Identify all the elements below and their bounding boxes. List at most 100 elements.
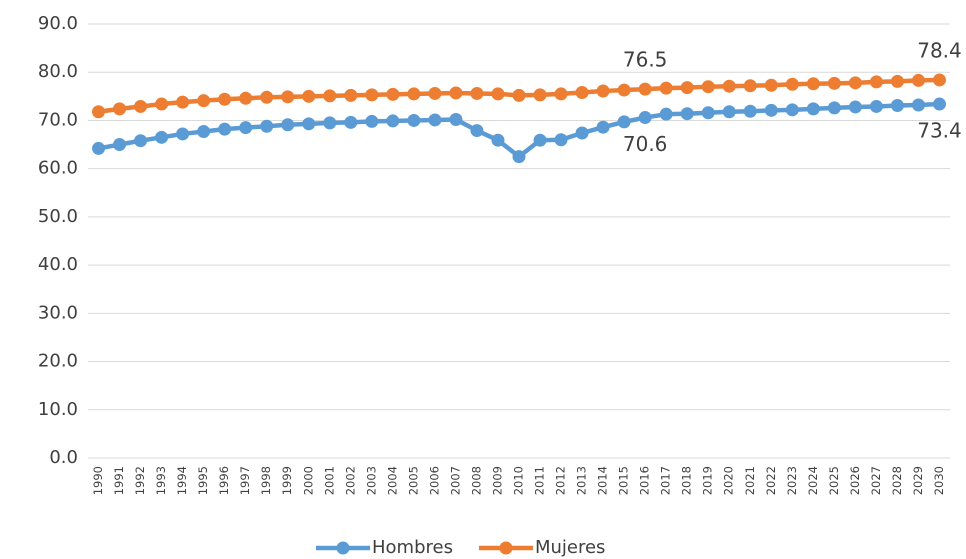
data-point	[701, 106, 715, 120]
data-point	[869, 99, 883, 113]
x-tick-label: 2016	[638, 466, 652, 495]
data-point	[428, 86, 442, 100]
data-point	[407, 87, 421, 101]
y-tick-label: 70.0	[38, 109, 78, 130]
data-point	[155, 97, 169, 111]
data-point	[890, 98, 904, 112]
data-point	[302, 89, 316, 103]
data-point	[848, 100, 862, 114]
data-point	[92, 105, 106, 119]
data-point	[932, 97, 946, 111]
x-tick-label: 2003	[364, 466, 378, 495]
x-tick-label: 2013	[575, 466, 589, 495]
x-tick-label: 2022	[764, 466, 778, 495]
x-tick-label: 2019	[701, 466, 715, 495]
x-tick-label: 2001	[322, 466, 336, 495]
data-point	[344, 88, 358, 102]
legend-marker	[499, 541, 513, 555]
data-point	[470, 86, 484, 100]
legend-label: Mujeres	[535, 537, 605, 558]
x-tick-label: 1995	[196, 466, 210, 495]
data-point	[785, 103, 799, 117]
data-point	[911, 98, 925, 112]
data-point	[890, 74, 904, 88]
data-point	[806, 77, 820, 91]
data-point	[743, 79, 757, 93]
x-tick-label: 2024	[806, 466, 820, 495]
data-point	[302, 117, 316, 131]
data-point	[701, 80, 715, 94]
data-point	[827, 101, 841, 115]
x-tick-label: 1997	[238, 466, 252, 495]
data-point	[323, 116, 337, 130]
data-point	[827, 76, 841, 90]
data-label: 70.6	[623, 132, 668, 156]
data-label: 73.4	[917, 119, 962, 143]
data-point	[806, 102, 820, 116]
x-tick-label: 2004	[385, 466, 399, 495]
data-point	[197, 125, 211, 139]
x-tick-label: 2020	[722, 466, 736, 495]
data-point	[176, 127, 190, 141]
x-tick-label: 2006	[427, 466, 441, 495]
data-point	[533, 88, 547, 102]
data-point	[722, 105, 736, 119]
x-tick-label: 1990	[91, 466, 105, 495]
data-point	[218, 92, 232, 106]
data-point	[260, 90, 274, 104]
y-tick-label: 50.0	[38, 206, 78, 227]
data-point	[638, 82, 652, 96]
x-tick-label: 2007	[448, 466, 462, 495]
data-point	[722, 79, 736, 93]
data-point	[575, 85, 589, 99]
x-tick-label: 2027	[869, 466, 883, 495]
data-point	[428, 113, 442, 127]
data-point	[554, 133, 568, 147]
x-tick-label: 2010	[512, 466, 526, 495]
y-tick-label: 90.0	[38, 13, 78, 34]
data-point	[134, 99, 148, 113]
data-point	[512, 88, 526, 102]
data-point	[575, 126, 589, 140]
y-tick-label: 20.0	[38, 351, 78, 372]
data-point	[113, 102, 127, 116]
x-tick-label: 1991	[112, 466, 126, 495]
x-tick-label: 2028	[890, 466, 904, 495]
legend-label: Hombres	[372, 537, 453, 558]
data-point	[386, 87, 400, 101]
data-point	[113, 138, 127, 152]
x-tick-label: 2011	[533, 466, 547, 495]
data-point	[92, 141, 106, 155]
data-point	[386, 114, 400, 128]
data-point	[596, 84, 610, 98]
x-tick-label: 2025	[827, 466, 841, 495]
data-point	[365, 88, 379, 102]
x-tick-label: 2018	[680, 466, 694, 495]
data-point	[680, 81, 694, 95]
legend-marker	[336, 541, 350, 555]
data-point	[176, 95, 190, 109]
x-tick-label: 2000	[301, 466, 315, 495]
x-tick-label: 1998	[259, 466, 273, 495]
data-point	[155, 130, 169, 144]
data-point	[533, 133, 547, 147]
x-tick-label: 2005	[406, 466, 420, 495]
x-tick-label: 2021	[743, 466, 757, 495]
data-point	[617, 115, 631, 129]
data-label: 78.4	[917, 38, 962, 62]
x-tick-label: 1994	[175, 466, 189, 495]
data-point	[659, 81, 673, 95]
data-point	[554, 87, 568, 101]
data-point	[869, 75, 883, 89]
x-tick-label: 1993	[154, 466, 168, 495]
x-tick-label: 2002	[343, 466, 357, 495]
data-point	[449, 112, 463, 126]
data-point	[470, 124, 484, 138]
data-point	[617, 83, 631, 97]
y-tick-label: 10.0	[38, 399, 78, 420]
x-tick-label: 2009	[490, 466, 504, 495]
x-tick-label: 1992	[133, 466, 147, 495]
x-tick-label: 1999	[280, 466, 294, 495]
data-point	[281, 90, 295, 104]
